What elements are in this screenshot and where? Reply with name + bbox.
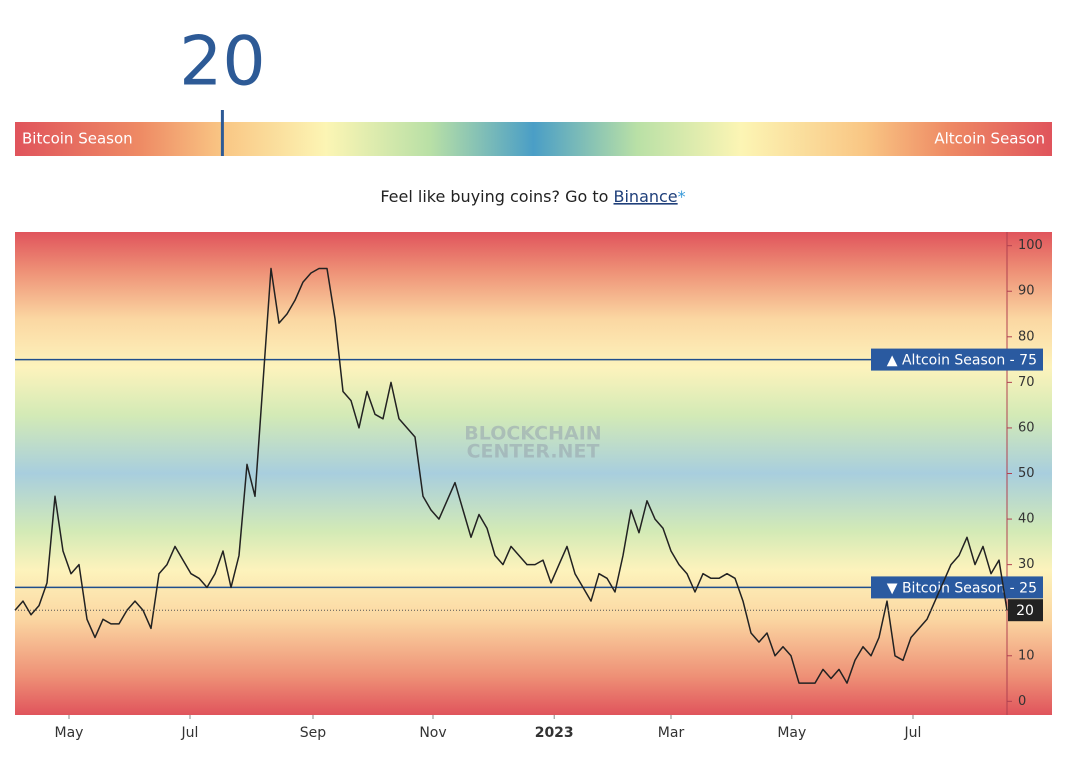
y-tick-label: 0 [1018, 694, 1026, 709]
reference-label: ▼ Bitcoin Season - 25 [887, 580, 1037, 596]
x-tick-label: May [777, 725, 806, 741]
y-tick-label: 60 [1018, 420, 1035, 435]
reference-badge [871, 576, 1043, 599]
x-tick-label: 2023 [535, 725, 574, 741]
x-tick-label: Jul [904, 725, 922, 741]
plot-background [15, 232, 1052, 715]
promo-link[interactable]: Binance [614, 187, 678, 206]
reference-badge [871, 348, 1043, 371]
x-tick-label: Nov [419, 725, 446, 741]
gauge-right-label: Altcoin Season [934, 130, 1045, 148]
x-tick-label: Sep [300, 725, 327, 741]
gauge-left-label: Bitcoin Season [22, 130, 133, 148]
gauge-bar [15, 122, 1052, 156]
y-tick-label: 70 [1018, 375, 1035, 390]
x-tick-label: Mar [658, 725, 685, 741]
promo-mark: * [678, 187, 686, 206]
y-tick-label: 80 [1018, 329, 1035, 344]
y-tick-label: 30 [1018, 557, 1035, 572]
promo: Feel like buying coins? Go to Binance* [380, 187, 685, 206]
y-tick-label: 40 [1018, 512, 1035, 527]
x-tick-label: Jul [181, 725, 199, 741]
reference-label: ▲ Altcoin Season - 75 [887, 353, 1037, 369]
y-tick-label: 100 [1018, 238, 1043, 253]
last-value-label: 20 [1016, 603, 1034, 619]
watermark: BLOCKCHAIN [464, 423, 601, 445]
gauge-value: 20 [179, 23, 266, 102]
y-tick-label: 50 [1018, 466, 1035, 481]
last-value-badge [1008, 599, 1043, 622]
x-tick-label: May [55, 725, 84, 741]
promo-text: Feel like buying coins? Go to [380, 187, 608, 206]
series-line [14, 267, 1008, 684]
y-tick-label: 10 [1018, 648, 1035, 663]
watermark: CENTER.NET [467, 441, 600, 463]
y-tick-label: 90 [1018, 284, 1035, 299]
